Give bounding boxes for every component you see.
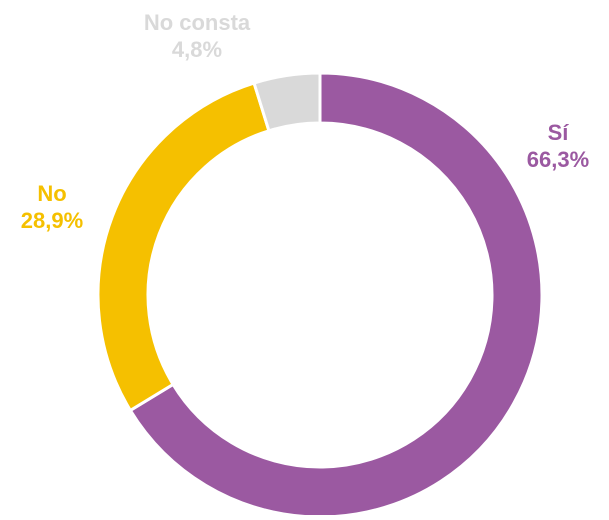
- donut-slice-no-consta: [252, 71, 322, 133]
- slice-label-no-name: No: [37, 181, 67, 206]
- slice-label-si-name: Sí: [547, 120, 569, 145]
- slice-label-no-consta-name: No consta: [143, 10, 251, 35]
- slice-label-si-value: 66,3%: [526, 147, 590, 172]
- slice-label-no-consta: No consta 4,8%: [122, 9, 272, 63]
- slice-label-si: Sí 66,3%: [508, 119, 608, 173]
- slice-label-no: No 28,9%: [2, 180, 102, 234]
- donut-slice-no: [96, 81, 271, 413]
- donut-slice-si: [128, 71, 544, 519]
- slice-label-no-consta-value: 4,8%: [171, 37, 223, 62]
- slice-label-no-value: 28,9%: [20, 208, 84, 233]
